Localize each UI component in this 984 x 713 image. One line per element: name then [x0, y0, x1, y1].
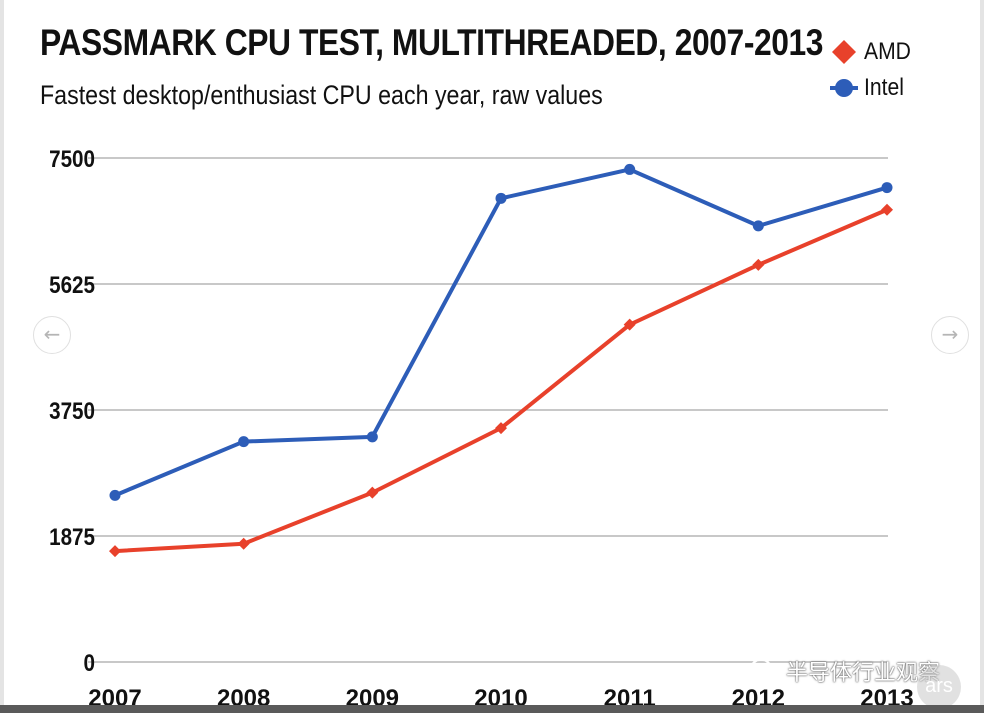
next-slide-button[interactable]: →	[931, 316, 969, 354]
y-tick-label-5625: 5625	[49, 272, 95, 299]
y-tick-label-3750: 3750	[49, 398, 95, 425]
prev-slide-button[interactable]: ←	[33, 316, 71, 354]
arrow-right-icon: →	[941, 322, 959, 346]
legend-item-amd: AMD	[830, 34, 917, 70]
legend-amd-diamond-icon	[830, 38, 858, 66]
frame-edge-left	[0, 0, 4, 713]
data-point-intel-2009	[366, 431, 378, 443]
arrow-left-icon: ←	[43, 322, 61, 346]
data-point-intel-2008	[238, 436, 250, 448]
legend-item-intel: Intel	[830, 70, 917, 106]
data-point-intel-2011	[624, 163, 636, 175]
data-point-amd-2013	[881, 203, 893, 216]
y-tick-label-0: 0	[84, 650, 95, 677]
ars-logo: ars	[917, 665, 961, 709]
y-tick-label-7500: 7500	[49, 146, 95, 173]
data-point-amd-2007	[109, 545, 121, 558]
series-line-intel	[113, 167, 889, 498]
bottom-bar	[0, 705, 984, 713]
legend-label-intel: Intel	[864, 74, 904, 101]
legend-intel-circle-icon	[830, 74, 858, 102]
watermark-text: 半导体行业观察	[786, 661, 941, 686]
chart-subtitle: Fastest desktop/enthusiast CPU each year…	[40, 80, 603, 110]
data-point-amd-2008	[237, 537, 250, 550]
chart-title: PASSMARK CPU TEST, MULTITHREADED, 2007-2…	[40, 22, 824, 63]
y-tick-label-1875: 1875	[49, 524, 95, 551]
wechat-icon	[750, 659, 780, 682]
data-point-amd-2012	[752, 258, 765, 271]
data-point-intel-2012	[752, 220, 764, 232]
data-point-intel-2010	[495, 192, 507, 204]
watermark: 半导体行业观察	[750, 655, 940, 687]
series-line-amd	[113, 207, 889, 554]
chart-legend: AMD Intel	[830, 34, 917, 106]
data-point-intel-2013	[881, 182, 893, 194]
data-point-amd-2011	[623, 318, 636, 331]
legend-label-amd: AMD	[864, 38, 911, 65]
data-point-amd-2009	[366, 486, 379, 499]
frame-edge-right	[980, 0, 984, 713]
data-point-intel-2007	[109, 489, 121, 501]
data-point-amd-2010	[495, 422, 507, 435]
